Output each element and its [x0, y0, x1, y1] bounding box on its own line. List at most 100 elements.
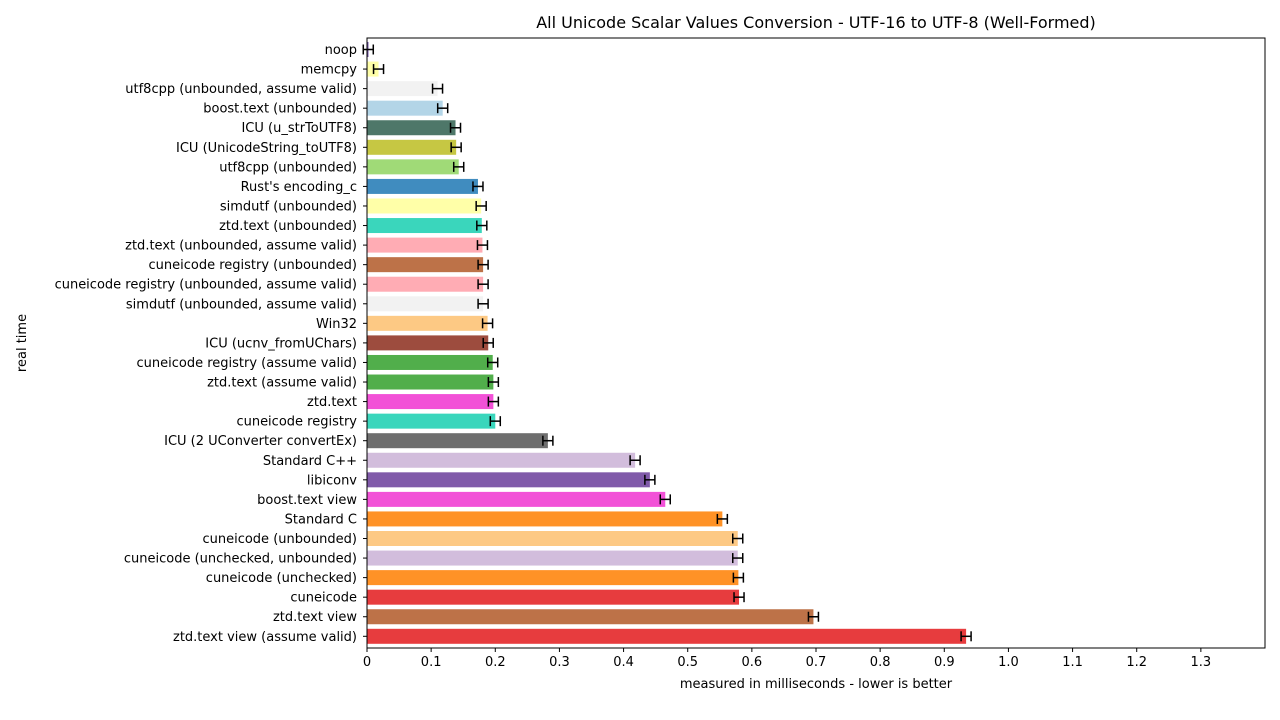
error-bar [472, 181, 484, 192]
category-label: cuneicode registry (unbounded, assume va… [55, 278, 357, 293]
bar [367, 472, 650, 488]
category-label: libiconv [307, 473, 357, 488]
category-label: memcpy [301, 63, 358, 78]
category-label: Standard C++ [263, 454, 357, 469]
category-labels-group: noop memcpy utf8cpp (unbounded, assume val… [55, 43, 367, 645]
category-label: cuneicode registry (unbounded) [149, 258, 358, 273]
error-bar [489, 416, 502, 427]
x-tick-label: 0.5 [677, 655, 698, 670]
x-tick-label: 1.0 [998, 655, 1019, 670]
x-tick-label: 0.4 [613, 655, 634, 670]
bar [367, 61, 379, 77]
bar [367, 413, 496, 429]
error-bar [733, 592, 745, 603]
category-label: ICU (2 UConverter convertEx) [164, 434, 357, 449]
category-label: cuneicode (unchecked) [206, 571, 357, 586]
error-bar [629, 455, 641, 466]
error-bar [481, 318, 494, 329]
bar [367, 491, 666, 507]
bar [367, 589, 740, 605]
category-label: cuneicode (unchecked, unbounded) [124, 552, 357, 567]
category-label: boost.text (unbounded) [203, 102, 357, 117]
bar [367, 394, 494, 410]
bar [367, 198, 482, 214]
x-tick-label: 1.3 [1191, 655, 1212, 670]
error-bar [487, 377, 500, 388]
error-bar [477, 259, 489, 270]
x-ticks-group: 0 0.1 0.2 0.3 0.4 0.5 0.6 0.7 0.8 0.9 1.0 1.1 1.2 1.3 [363, 648, 1211, 670]
bar [367, 296, 484, 312]
category-label: Standard C [285, 512, 357, 527]
bar [367, 511, 723, 527]
error-bar [807, 611, 820, 622]
bar [367, 628, 967, 644]
category-label: Win32 [316, 317, 357, 332]
error-bar [542, 435, 554, 446]
bar [367, 550, 738, 566]
x-tick-label: 1.1 [1062, 655, 1083, 670]
bar [367, 178, 478, 194]
bar [367, 531, 738, 546]
category-label: noop [325, 43, 357, 58]
category-label: cuneicode registry (assume valid) [136, 356, 357, 371]
bar [367, 570, 739, 586]
bar [367, 354, 493, 370]
bar [367, 159, 459, 175]
bar [367, 335, 489, 351]
error-bar [731, 533, 744, 544]
bar [367, 374, 494, 390]
bar [367, 315, 488, 331]
x-tick-label: 0 [363, 655, 371, 670]
category-label: ztd.text [307, 395, 357, 410]
error-bar [477, 298, 489, 309]
error-bar [644, 474, 656, 485]
error-bar [482, 337, 494, 348]
error-bar [436, 103, 449, 114]
error-bar [960, 631, 972, 642]
error-bar [731, 553, 744, 564]
x-tick-label: 0.3 [549, 655, 570, 670]
error-bar [449, 122, 462, 133]
category-label: ztd.text view [273, 610, 357, 625]
category-label: boost.text view [257, 493, 357, 508]
error-bar [476, 220, 488, 231]
y-axis-title: real time [15, 314, 30, 372]
category-label: cuneicode (unbounded) [202, 532, 357, 547]
error-bar [431, 83, 444, 94]
error-bar [475, 200, 487, 211]
error-bar [450, 142, 462, 153]
error-bar [477, 279, 489, 290]
error-bar [716, 513, 729, 524]
category-label: simdutf (unbounded) [220, 199, 357, 214]
x-tick-label: 0.2 [485, 655, 506, 670]
error-bar [659, 494, 672, 505]
bar [367, 100, 443, 116]
category-label: Rust's encoding_c [241, 180, 357, 195]
error-bar [452, 161, 465, 172]
category-label: utf8cpp (unbounded) [219, 160, 357, 175]
chart-title: All Unicode Scalar Values Conversion - U… [536, 13, 1096, 32]
bar [367, 237, 483, 253]
bars-group [362, 42, 972, 644]
category-label: ztd.text (unbounded, assume valid) [125, 239, 357, 254]
x-axis-title: measured in milliseconds - lower is bett… [680, 677, 953, 692]
bar [367, 218, 482, 234]
bar [367, 139, 457, 155]
error-bar [732, 572, 745, 583]
category-label: ztd.text view (assume valid) [173, 630, 357, 645]
category-label: cuneicode [290, 591, 357, 606]
error-bar [487, 396, 500, 407]
category-label: simdutf (unbounded, assume valid) [126, 297, 357, 312]
x-tick-label: 0.6 [742, 655, 763, 670]
bar [367, 81, 438, 97]
bar [367, 452, 636, 468]
error-bar [486, 357, 499, 368]
category-label: cuneicode registry [236, 415, 357, 430]
x-tick-label: 0.9 [934, 655, 955, 670]
x-tick-label: 1.2 [1126, 655, 1147, 670]
category-label: ICU (u_strToUTF8) [241, 121, 357, 136]
category-label: ztd.text (assume valid) [207, 376, 357, 391]
bar [367, 609, 814, 625]
bar [367, 120, 456, 136]
